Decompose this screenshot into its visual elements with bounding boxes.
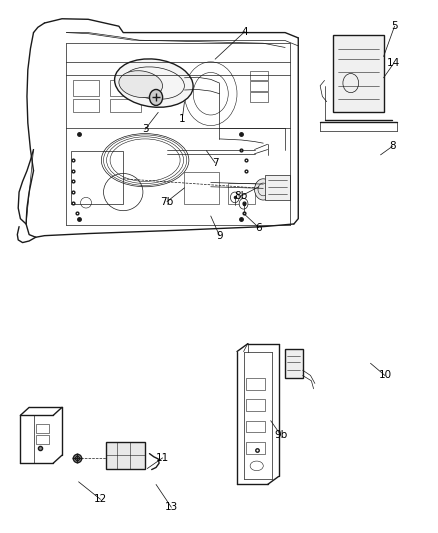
- Bar: [73, 99, 99, 112]
- Bar: [106, 442, 145, 469]
- Ellipse shape: [119, 71, 162, 98]
- Text: 13: 13: [164, 502, 177, 512]
- Bar: [245, 399, 265, 411]
- Bar: [332, 35, 383, 112]
- Bar: [73, 80, 99, 96]
- Text: 12: 12: [94, 494, 107, 504]
- Text: 7: 7: [211, 158, 218, 168]
- Ellipse shape: [114, 59, 193, 107]
- Text: 9: 9: [215, 231, 223, 241]
- Bar: [245, 378, 265, 390]
- Text: 8: 8: [388, 141, 395, 151]
- Bar: [250, 92, 267, 102]
- Text: 4: 4: [241, 27, 247, 37]
- Bar: [110, 99, 141, 112]
- Text: 10: 10: [378, 370, 391, 381]
- Text: 6: 6: [255, 223, 261, 233]
- Text: 11: 11: [155, 453, 169, 463]
- Bar: [228, 182, 254, 204]
- Bar: [184, 172, 219, 204]
- Bar: [71, 151, 123, 204]
- Text: 8b: 8b: [233, 191, 247, 201]
- Bar: [250, 82, 267, 91]
- Bar: [245, 421, 265, 432]
- Bar: [35, 435, 49, 443]
- Circle shape: [239, 198, 247, 209]
- Text: 3: 3: [141, 124, 148, 134]
- Text: 7b: 7b: [160, 197, 173, 207]
- Bar: [285, 349, 302, 378]
- Bar: [110, 80, 141, 96]
- Bar: [265, 174, 289, 200]
- Circle shape: [230, 192, 239, 203]
- Bar: [250, 71, 267, 80]
- Text: 5: 5: [390, 21, 397, 31]
- Circle shape: [149, 90, 162, 106]
- Text: 1: 1: [179, 114, 185, 124]
- Text: 9b: 9b: [273, 430, 287, 440]
- Circle shape: [254, 179, 272, 200]
- Bar: [35, 424, 49, 433]
- Bar: [245, 442, 265, 454]
- Text: 14: 14: [386, 59, 399, 68]
